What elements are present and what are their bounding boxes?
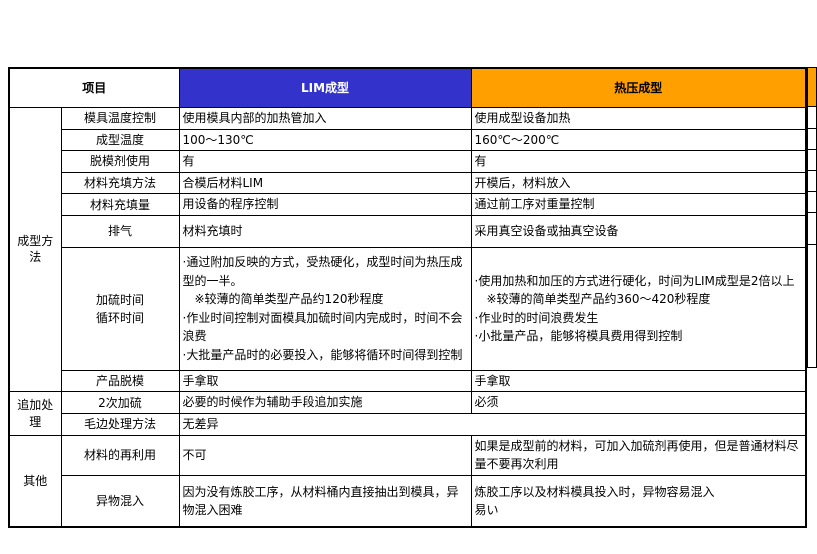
header-item: 项目 <box>8 67 180 108</box>
hot-cell: ·使用加热和加压的方式进行硬化，时间为LIM成型是2倍以上 ※较薄的简单类型产品… <box>470 246 807 371</box>
table-row: 材料充填方法 合模后材料LIM 开模后，材料放入 <box>9 171 807 195</box>
lim-cell: 材料充填时 <box>178 214 472 248</box>
table-row: 加硫时间 循环时间 ·通过附加反映的方式，受热硬化，成型时间为热压成型的一半。 … <box>9 246 807 371</box>
hot-cell: 通过前工序对重量控制 <box>470 193 807 216</box>
group-label-others: 其他 <box>8 434 62 528</box>
lim-cell: ·通过附加反映的方式，受热硬化，成型时间为热压成型的一半。 ※较薄的简单类型产品… <box>178 246 472 371</box>
group-label-molding-method: 成型方法 <box>8 106 62 393</box>
group-label-additional-processing: 追加处理 <box>8 391 62 436</box>
lim-cell: 有 <box>178 150 472 173</box>
hot-cell: 采用真空设备或抽真空设备 <box>470 214 807 248</box>
row-item-label: 成型温度 <box>60 128 180 152</box>
header-hot-press-molding: 热压成型 <box>470 67 807 108</box>
lim-cell: 合模后材料LIM <box>178 171 472 195</box>
lim-cell: 必要的时候作为辅助手段追加实施 <box>178 391 472 415</box>
table-row: 成型温度 100～130℃ 160℃～200℃ <box>9 128 807 152</box>
row-item-label: 2次加硫 <box>60 391 180 415</box>
row-item-label: 模具温度控制 <box>60 106 180 130</box>
table-row: 材料充填量 用设备的程序控制 通过前工序对重量控制 <box>9 193 807 216</box>
hot-cell: 炼胶工序以及材料模具投入时，异物容易混入 易い <box>470 474 807 528</box>
table-row: 追加处理 2次加硫 必要的时候作为辅助手段追加实施 必须 <box>8 391 807 436</box>
table-row: 产品脱模 手拿取 手拿取 <box>9 369 807 393</box>
hot-cell: 使用成型设备加热 <box>470 106 807 130</box>
header-lim-molding: LIM成型 <box>178 67 472 108</box>
row-item-label: 加硫时间 循环时间 <box>60 246 180 371</box>
table-row: 脱模剂使用 有 有 <box>9 150 807 173</box>
merged-cell-no-difference: 无差异 <box>178 413 807 436</box>
row-item-label: 材料充填量 <box>60 193 180 216</box>
hot-cell: 如果是成型前的材料，可加入加硫剂再使用，但是普通材料尽量不要再次利用 <box>470 434 807 476</box>
lim-cell: 不可 <box>178 434 472 476</box>
table-row: 排气 材料充填时 采用真空设备或抽真空设备 <box>9 214 807 248</box>
comparison-table: 项目 LIM成型 热压成型 成型方法 模具温度控制 使用模具内部的加热管加入 使… <box>8 67 807 529</box>
hot-cell: 160℃～200℃ <box>470 128 807 152</box>
hot-cell: 手拿取 <box>470 369 807 393</box>
lim-cell: 使用模具内部的加热管加入 <box>178 106 472 130</box>
cutoff-orange-header <box>806 67 817 107</box>
table-row: 其他 材料的再利用 不可 如果是成型前的材料，可加入加硫剂再使用，但是普通材料尽… <box>8 434 807 528</box>
lim-cell: 用设备的程序控制 <box>178 193 472 216</box>
table-row: 异物混入 因为没有炼胶工序，从材料桶内直接抽出到模具，异物混入困难 炼胶工序以及… <box>9 474 807 528</box>
row-item-label: 毛边处理方法 <box>60 413 180 436</box>
hot-cell: 开模后，材料放入 <box>470 171 807 195</box>
row-item-label: 产品脱模 <box>60 369 180 393</box>
lim-cell: 手拿取 <box>178 369 472 393</box>
table-header-row: 项目 LIM成型 热压成型 <box>8 67 807 108</box>
lim-cell: 100～130℃ <box>178 128 472 152</box>
hot-cell: 有 <box>470 150 807 173</box>
lim-cell: 因为没有炼胶工序，从材料桶内直接抽出到模具，异物混入困难 <box>178 474 472 528</box>
row-item-label: 异物混入 <box>60 474 180 528</box>
cutoff-adjacent-table <box>805 67 817 368</box>
row-item-label: 脱模剂使用 <box>60 150 180 173</box>
table-row: 成型方法 模具温度控制 使用模具内部的加热管加入 使用成型设备加热 <box>8 106 807 393</box>
table-row: 毛边处理方法 无差异 <box>9 413 807 436</box>
row-item-label: 材料充填方法 <box>60 171 180 195</box>
row-item-label: 排气 <box>60 214 180 248</box>
hot-cell: 必须 <box>470 391 807 415</box>
row-item-label: 材料的再利用 <box>60 434 180 476</box>
